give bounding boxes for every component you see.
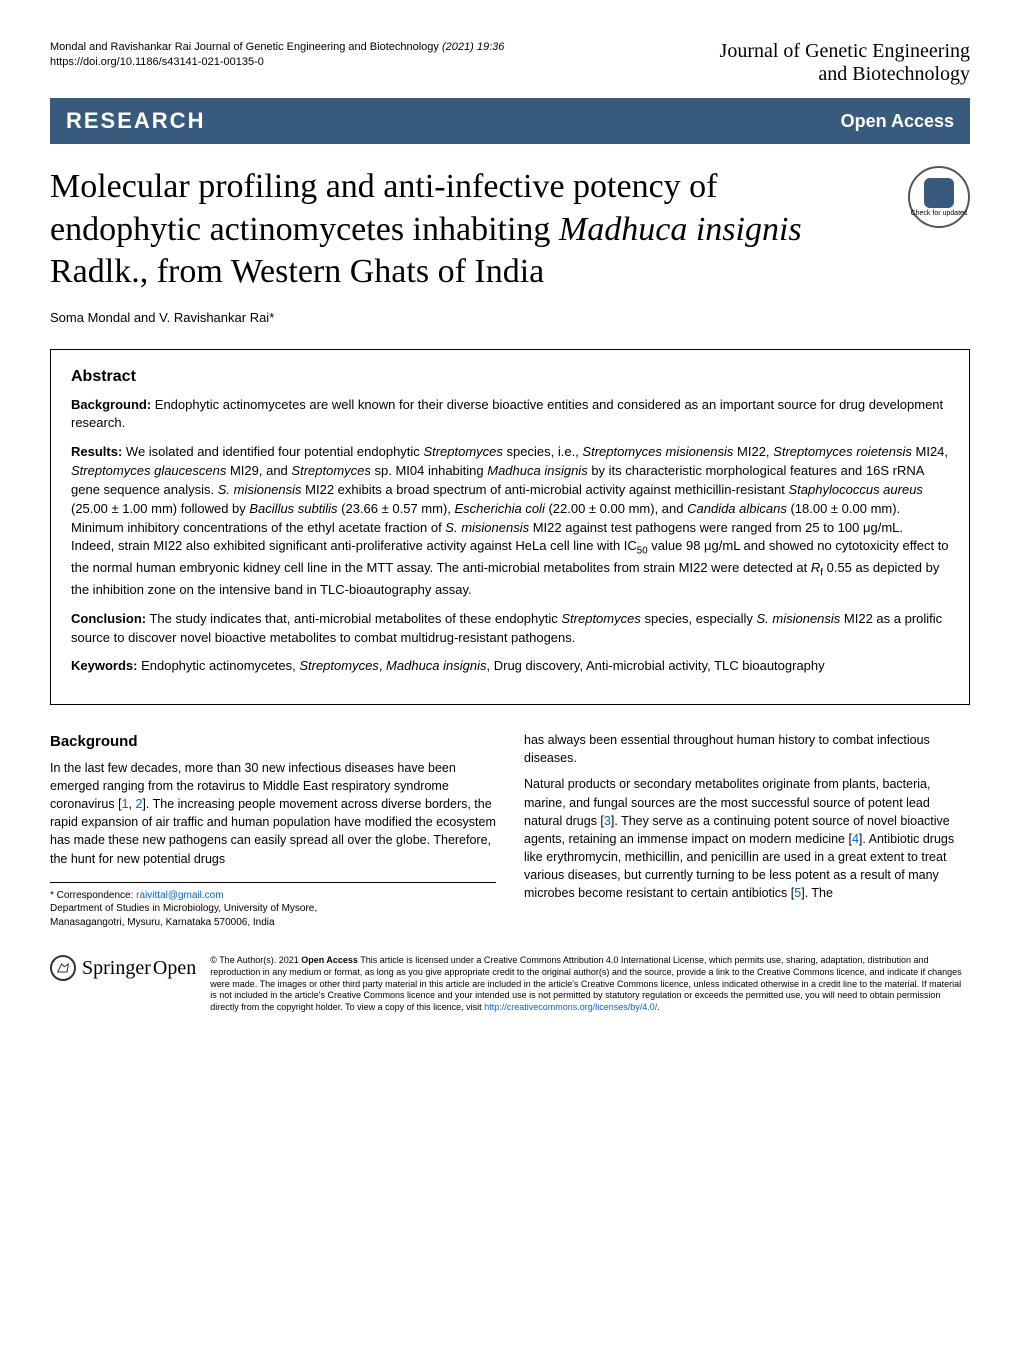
title-row: Molecular profiling and anti-infective p… xyxy=(50,166,970,294)
correspondence-line-2: Department of Studies in Microbiology, U… xyxy=(50,902,496,916)
license-row: SpringerOpen © The Author(s). 2021 Open … xyxy=(50,949,970,1013)
license-url[interactable]: http://creativecommons.org/licenses/by/4… xyxy=(484,1002,657,1012)
citation-doi: https://doi.org/10.1186/s43141-021-00135… xyxy=(50,55,504,70)
correspondence-line-1: * Correspondence: raivittal@gmail.com xyxy=(50,889,496,903)
left-col-para-1: In the last few decades, more than 30 ne… xyxy=(50,759,496,868)
springer-open-text: Open xyxy=(153,957,196,980)
authors: Soma Mondal and V. Ravishankar Rai* xyxy=(50,310,970,325)
check-updates-badge[interactable]: Check for updates xyxy=(908,166,970,228)
right-col-para-1: has always been essential throughout hum… xyxy=(524,731,970,767)
ref-link-3[interactable]: 3 xyxy=(604,814,611,828)
page-container: Mondal and Ravishankar Rai Journal of Ge… xyxy=(0,0,1020,1054)
correspondence-email[interactable]: raivittal@gmail.com xyxy=(136,890,223,901)
abstract-heading: Abstract xyxy=(71,368,949,386)
correspondence-line-3: Manasagangotri, Mysuru, Karnataka 570006… xyxy=(50,916,496,930)
left-column: Background In the last few decades, more… xyxy=(50,731,496,929)
license-text: © The Author(s). 2021 Open Access This a… xyxy=(210,955,970,1013)
open-access-label: Open Access xyxy=(841,111,954,132)
crossmark-icon xyxy=(924,178,954,208)
right-column: has always been essential throughout hum… xyxy=(524,731,970,929)
abstract-background: Background: Endophytic actinomycetes are… xyxy=(71,396,949,434)
abstract-conclusion: Conclusion: The study indicates that, an… xyxy=(71,610,949,648)
research-label: RESEARCH xyxy=(66,108,205,134)
springer-open-logo: SpringerOpen xyxy=(50,955,196,981)
ref-link-1[interactable]: 1 xyxy=(122,797,129,811)
correspondence-block: * Correspondence: raivittal@gmail.com De… xyxy=(50,882,496,930)
ref-link-4[interactable]: 4 xyxy=(852,832,859,846)
springer-horse-icon xyxy=(50,955,76,981)
abstract-results: Results: We isolated and identified four… xyxy=(71,443,949,600)
abstract-keywords: Keywords: Endophytic actinomycetes, Stre… xyxy=(71,657,949,676)
springer-brand-text: Springer xyxy=(82,957,151,980)
journal-line-1: Journal of Genetic Engineering xyxy=(720,40,970,63)
body-columns: Background In the last few decades, more… xyxy=(50,731,970,929)
background-heading: Background xyxy=(50,731,496,753)
right-col-para-2: Natural products or secondary metabolite… xyxy=(524,775,970,902)
header: Mondal and Ravishankar Rai Journal of Ge… xyxy=(50,40,970,86)
journal-name: Journal of Genetic Engineering and Biote… xyxy=(720,40,970,86)
citation-line-1: Mondal and Ravishankar Rai Journal of Ge… xyxy=(50,40,504,55)
citation-block: Mondal and Ravishankar Rai Journal of Ge… xyxy=(50,40,504,71)
abstract-box: Abstract Background: Endophytic actinomy… xyxy=(50,349,970,706)
check-updates-text: Check for updates xyxy=(911,210,968,217)
research-bar: RESEARCH Open Access xyxy=(50,98,970,144)
article-title: Molecular profiling and anti-infective p… xyxy=(50,166,850,294)
journal-line-2: and Biotechnology xyxy=(720,63,970,86)
